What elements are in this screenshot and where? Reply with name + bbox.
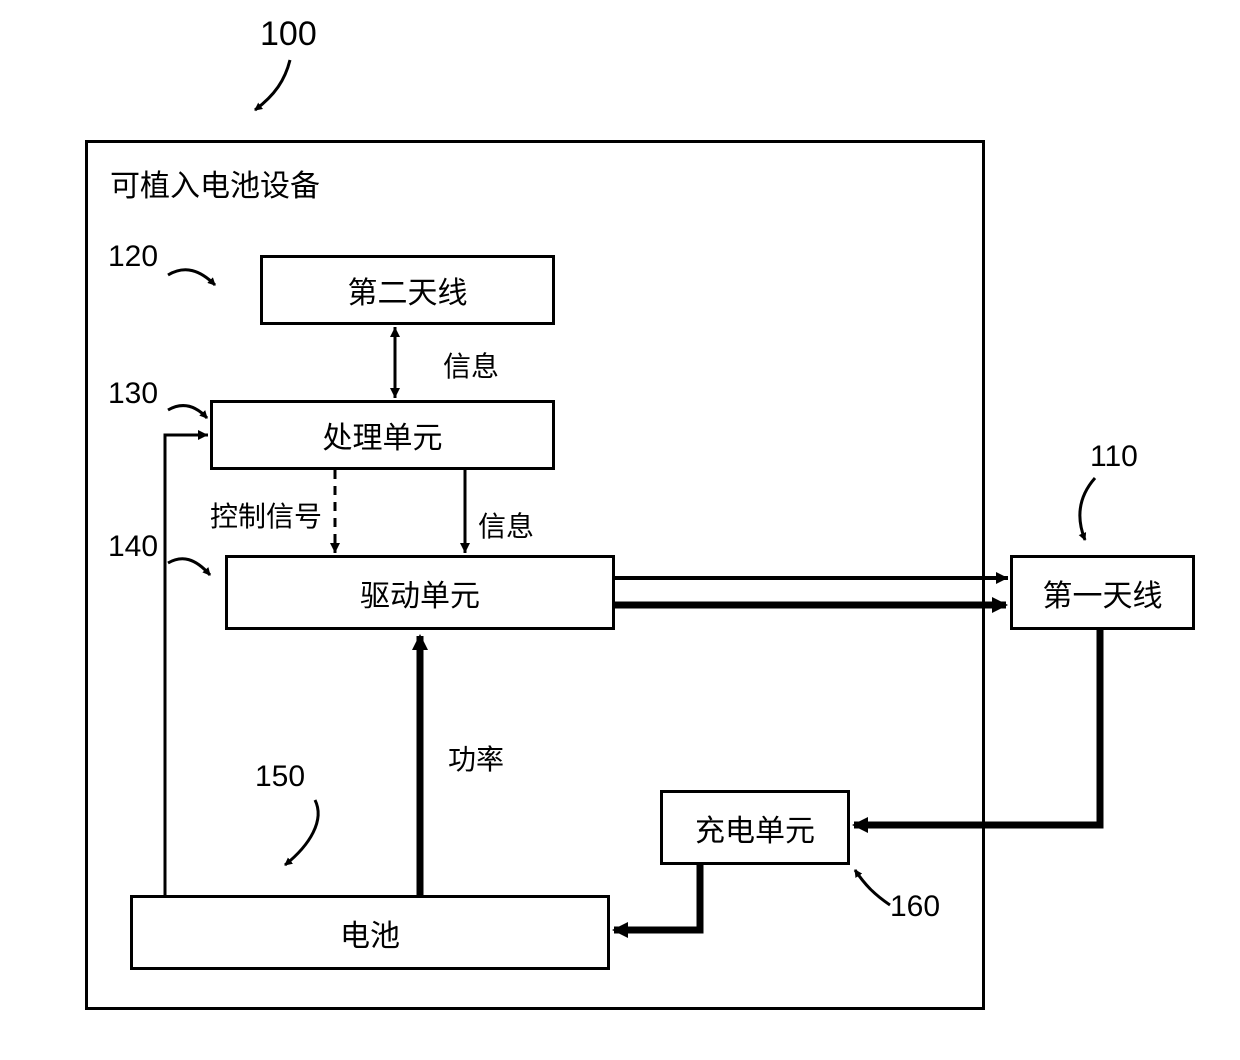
diagram-canvas: 100 可植入电池设备 第二天线 处理单元 驱动单元 第一天线 充电单元 电池 … (0, 0, 1240, 1060)
ref-label-140: 140 (108, 530, 158, 564)
ref-label-110: 110 (1090, 440, 1138, 474)
container-title: 可植入电池设备 (110, 161, 320, 205)
ref-label-120: 120 (108, 240, 158, 274)
ref-label-150: 150 (255, 760, 305, 794)
ref-label-130: 130 (108, 377, 158, 411)
node-battery: 电池 (130, 895, 610, 970)
node-processing-unit: 处理单元 (210, 400, 555, 470)
node-drive-unit: 驱动单元 (225, 555, 615, 630)
node-label: 充电单元 (695, 806, 815, 850)
node-label: 第二天线 (348, 268, 468, 312)
node-label: 电池 (340, 911, 400, 955)
node-first-antenna: 第一天线 (1010, 555, 1195, 630)
edge-label-info-1: 信息 (443, 345, 499, 385)
node-label: 驱动单元 (360, 571, 480, 615)
node-charge-unit: 充电单元 (660, 790, 850, 865)
edge-label-control: 控制信号 (210, 495, 322, 535)
node-label: 处理单元 (323, 413, 443, 457)
ref-label-100: 100 (260, 15, 317, 54)
ref-arrow-110 (1080, 478, 1095, 540)
node-second-antenna: 第二天线 (260, 255, 555, 325)
node-label: 第一天线 (1043, 571, 1163, 615)
ref-label-160: 160 (890, 890, 940, 924)
edge-label-info-2: 信息 (478, 505, 534, 545)
ref-arrow-100 (255, 60, 290, 110)
edge-label-power: 功率 (448, 738, 504, 778)
